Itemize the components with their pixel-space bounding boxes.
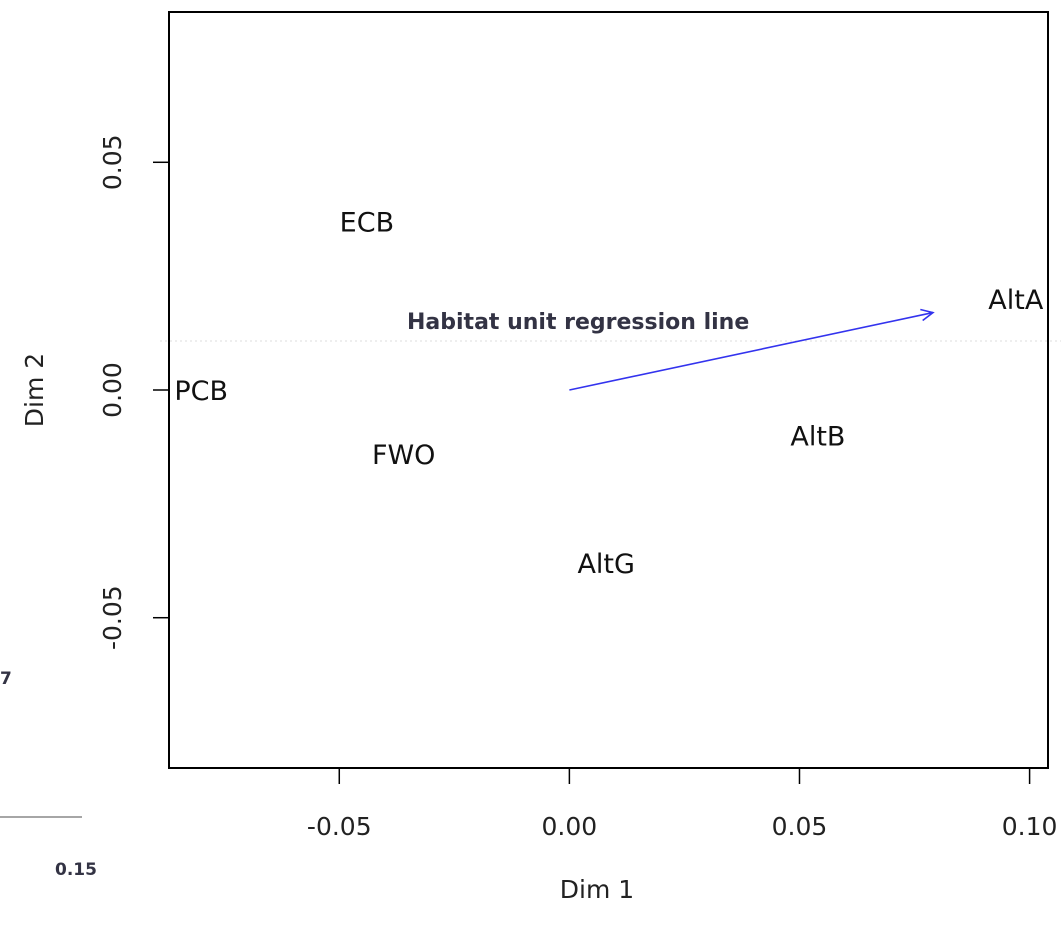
point-labels: ECB AltA PCB AltB FWO AltG [174, 207, 1043, 580]
edge-fragment-tick: 0.15 [55, 860, 97, 880]
point-label-ecb: ECB [340, 207, 394, 238]
point-label-fwo: FWO [372, 440, 435, 471]
regression-arrow-layer [569, 308, 935, 391]
x-tick-label: 0.00 [542, 812, 598, 841]
x-tick-label: 0.10 [1002, 812, 1058, 841]
point-label-pcb: PCB [174, 376, 228, 407]
x-tick-label: -0.05 [307, 812, 372, 841]
regression-arrow-head [920, 308, 935, 322]
point-label-alta: AltA [988, 285, 1044, 316]
regression-arrow-shaft [569, 311, 934, 391]
y-tick-label: 0.05 [98, 134, 127, 190]
x-tick-label: 0.05 [772, 812, 828, 841]
x-axis: -0.05 0.00 0.05 0.10 [307, 768, 1057, 841]
y-axis: -0.05 0.00 0.05 [98, 134, 169, 650]
x-axis-title: Dim 1 [560, 875, 634, 904]
point-label-altb: AltB [790, 422, 845, 453]
y-axis-title: Dim 2 [20, 353, 49, 427]
edge-fragment-number: 7 [0, 669, 12, 689]
annotation-text: Habitat unit regression line [407, 310, 749, 335]
plot-frame [168, 11, 1049, 769]
y-tick-label: -0.05 [98, 585, 127, 650]
y-tick-label: 0.00 [98, 362, 127, 418]
point-label-altg: AltG [577, 549, 634, 580]
